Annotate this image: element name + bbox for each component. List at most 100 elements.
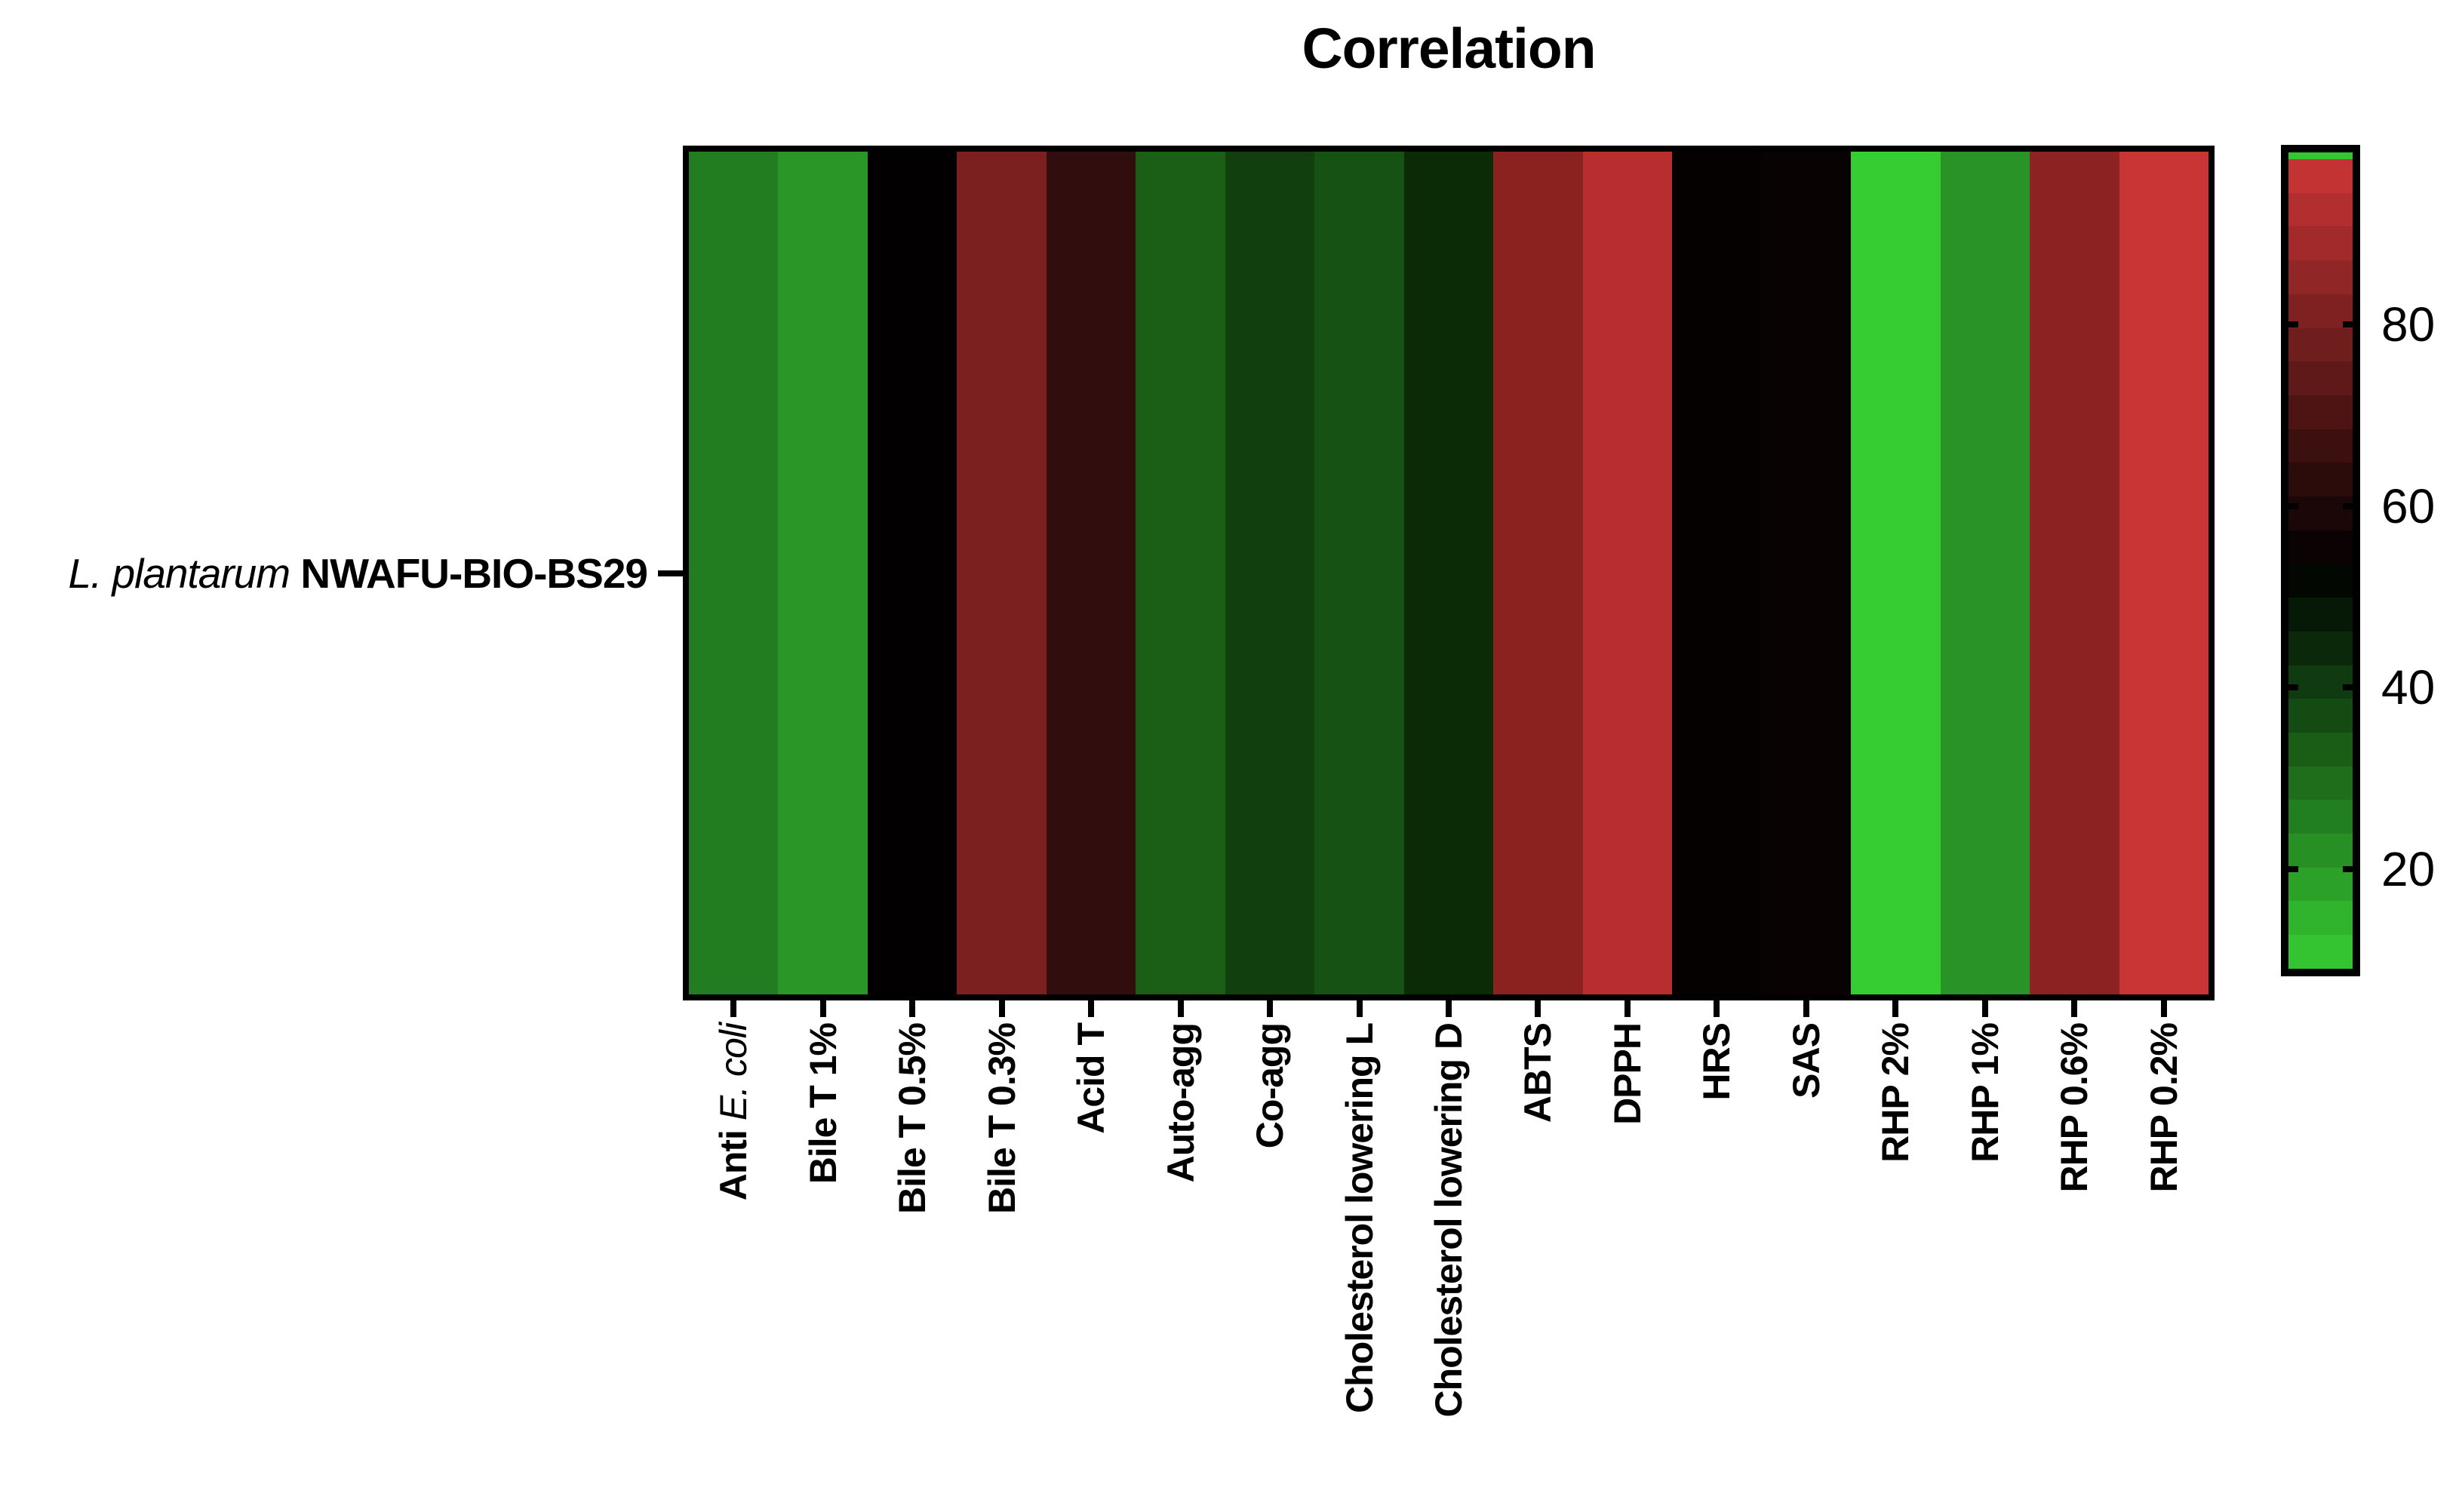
x-axis-tick — [998, 1000, 1005, 1017]
colorbar-band — [2288, 159, 2353, 193]
x-axis-tick — [1892, 1000, 1899, 1017]
x-axis-label-part: Anti — [712, 1120, 755, 1201]
colorbar-band — [2288, 901, 2353, 936]
heatmap-cell — [1851, 152, 1941, 994]
x-axis-tick — [2071, 1000, 2078, 1017]
colorbar-band — [2288, 293, 2353, 328]
x-axis-label-part: Cholesterol lowering L — [1338, 1023, 1381, 1413]
x-axis-label-part: DPPH — [1606, 1023, 1649, 1125]
colorbar-tick-left — [2288, 684, 2298, 691]
x-axis-label-part: RHP 0.2% — [2142, 1023, 2185, 1193]
colorbar-tick-left — [2288, 865, 2298, 872]
colorbar-top-strip — [2288, 152, 2353, 159]
x-axis-label: SAS — [1784, 1023, 1827, 1099]
x-axis-label-part: Co-agg — [1249, 1023, 1292, 1149]
colorbar-tick-right — [2343, 684, 2353, 691]
x-axis-label: Auto-agg — [1159, 1023, 1202, 1183]
heatmap-cell — [957, 152, 1047, 994]
heatmap-cell — [1046, 152, 1136, 994]
x-axis-label: RHP 2% — [1874, 1023, 1916, 1163]
x-axis-tick — [909, 1000, 916, 1017]
colorbar-band — [2288, 766, 2353, 801]
x-axis-tick — [1981, 1000, 1988, 1017]
x-axis-label-part: ABTS — [1517, 1023, 1560, 1123]
x-axis-label-part: Acid T — [1070, 1023, 1113, 1134]
heatmap-cell — [689, 152, 779, 994]
x-axis-tick — [1714, 1000, 1720, 1017]
colorbar-band — [2288, 732, 2353, 767]
heatmap-cell — [2030, 152, 2119, 994]
x-axis-tick — [1267, 1000, 1274, 1017]
row-label-strain: NWAFU-BIO-BS29 — [300, 550, 648, 597]
x-axis-label: Cholesterol lowering L — [1338, 1023, 1381, 1413]
heatmap-cell — [1761, 152, 1852, 994]
colorbar-band — [2288, 800, 2353, 834]
colorbar-band — [2288, 361, 2353, 395]
heatmap-cell — [867, 152, 957, 994]
colorbar-band — [2288, 598, 2353, 632]
colorbar-band — [2288, 564, 2353, 598]
colorbar — [2281, 145, 2360, 976]
x-axis-tick — [819, 1000, 826, 1017]
colorbar-band — [2288, 935, 2353, 969]
row-label-species: L. plantarum — [68, 550, 301, 597]
colorbar-band — [2288, 834, 2353, 868]
colorbar-band — [2288, 192, 2353, 227]
heatmap-cell — [1493, 152, 1583, 994]
x-axis-label: Cholesterol lowering D — [1428, 1023, 1470, 1418]
x-axis-label-part: SAS — [1784, 1023, 1827, 1099]
heatmap-cell — [1672, 152, 1762, 994]
x-axis-tick — [1088, 1000, 1095, 1017]
x-axis-label-part: RHP 0.6% — [2053, 1023, 2096, 1193]
colorbar-band — [2288, 260, 2353, 294]
colorbar-band — [2288, 226, 2353, 261]
x-axis-tick — [730, 1000, 737, 1017]
x-axis-label: Bile T 0.5% — [891, 1023, 934, 1214]
x-axis-label-italic-part: E. coli — [712, 1023, 755, 1121]
x-axis-label-part: HRS — [1695, 1023, 1738, 1101]
x-axis-label: RHP 1% — [1963, 1023, 2006, 1163]
colorbar-band — [2288, 867, 2353, 902]
colorbar-band — [2288, 496, 2353, 530]
x-axis-label: RHP 0.2% — [2142, 1023, 2185, 1193]
heatmap-grid — [683, 146, 2215, 1000]
colorbar-tick-right — [2343, 865, 2353, 872]
heatmap-cell — [2119, 152, 2208, 994]
x-axis-label: RHP 0.6% — [2053, 1023, 2096, 1193]
colorbar-band — [2288, 463, 2353, 497]
x-axis-tick — [1446, 1000, 1452, 1017]
x-axis-tick — [1803, 1000, 1809, 1017]
colorbar-band — [2288, 395, 2353, 429]
colorbar-tick-right — [2343, 321, 2353, 328]
y-axis-tick — [658, 570, 683, 576]
colorbar-tick-label: 80 — [2381, 297, 2436, 352]
x-axis-label: DPPH — [1606, 1023, 1649, 1125]
colorbar-tick-label: 40 — [2381, 660, 2436, 715]
x-axis-tick — [1535, 1000, 1541, 1017]
colorbar-band — [2288, 665, 2353, 699]
colorbar-tick-left — [2288, 321, 2298, 328]
x-axis-label: Acid T — [1070, 1023, 1113, 1134]
x-axis-label: Bile T 1% — [802, 1023, 844, 1184]
x-axis-tick — [1177, 1000, 1184, 1017]
heatmap-cell — [1403, 152, 1494, 994]
heatmap-cell — [1136, 152, 1225, 994]
colorbar-band — [2288, 699, 2353, 733]
x-axis-label: Bile T 0.3% — [981, 1023, 1023, 1214]
x-axis-label-part: Cholesterol lowering D — [1428, 1023, 1470, 1418]
heatmap-cell — [778, 152, 868, 994]
heatmap-cell — [1940, 152, 2030, 994]
x-axis-label-part: Bile T 0.5% — [891, 1023, 934, 1214]
x-axis-label-part: RHP 1% — [1963, 1023, 2006, 1163]
chart-title: Correlation — [1302, 17, 1596, 80]
colorbar-band — [2288, 530, 2353, 564]
x-axis-tick — [2160, 1000, 2167, 1017]
colorbar-tick-left — [2288, 502, 2298, 509]
heatmap-cell — [1582, 152, 1673, 994]
x-axis-label: ABTS — [1517, 1023, 1560, 1123]
colorbar-band — [2288, 327, 2353, 362]
colorbar-tick-label: 60 — [2381, 478, 2436, 533]
x-axis-label: HRS — [1695, 1023, 1738, 1101]
x-axis-tick — [1356, 1000, 1363, 1017]
x-axis-label-part: Auto-agg — [1159, 1023, 1202, 1183]
